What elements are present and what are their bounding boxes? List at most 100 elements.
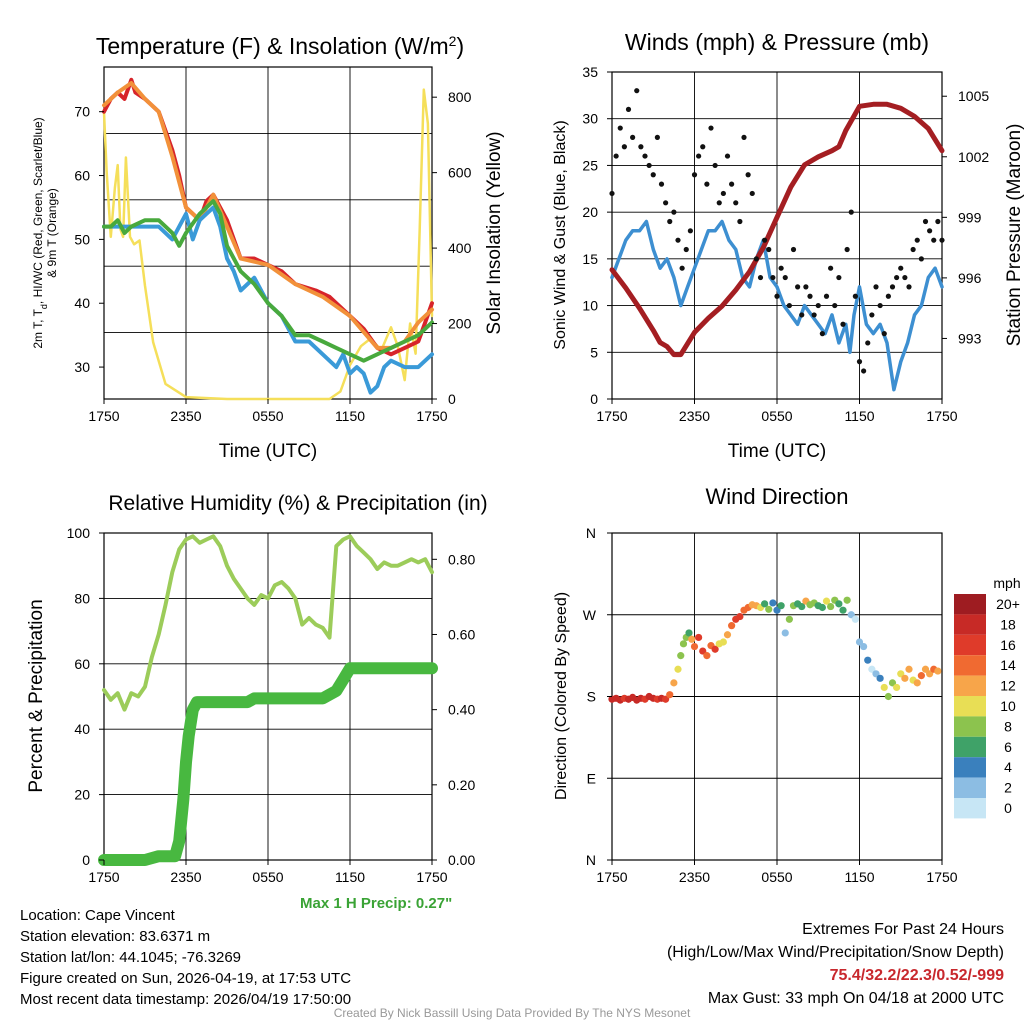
gust-point xyxy=(902,274,908,281)
gust-point xyxy=(749,190,755,197)
gust-point xyxy=(910,246,916,253)
wind-plot-grid xyxy=(611,71,943,400)
legend-label: 4 xyxy=(1004,759,1012,775)
gust-point xyxy=(782,274,788,281)
rh-y-tick-label: 80 xyxy=(74,590,90,606)
legend-title: mph xyxy=(993,575,1020,591)
gust-point xyxy=(667,218,673,225)
gust-point xyxy=(762,237,768,243)
gust-point xyxy=(613,153,619,159)
gust-point xyxy=(638,144,644,150)
gust-point xyxy=(819,331,825,337)
wind-chart-title: Winds (mph) & Pressure (mb) xyxy=(625,29,929,55)
dir-y-tick-label: W xyxy=(583,607,597,623)
rh-series-humidity xyxy=(102,534,434,712)
legend-swatch xyxy=(954,634,986,656)
direction-point xyxy=(798,602,806,611)
direction-point xyxy=(723,631,732,639)
temp-x-tick-label: 1150 xyxy=(335,408,365,424)
wind-x-tick-label: 1150 xyxy=(844,408,874,424)
wind-y-tick-label: 0 xyxy=(590,391,598,407)
gust-point xyxy=(617,125,623,131)
gust-point xyxy=(856,359,863,365)
temp-chart-title: Temperature (F) & Insolation (W/m2) xyxy=(96,33,464,59)
legend-swatch xyxy=(954,696,986,717)
wind-y2-tick-label: 1005 xyxy=(958,88,989,104)
gust-point xyxy=(757,274,764,281)
gust-point xyxy=(733,200,739,206)
gust-point xyxy=(786,302,792,309)
legend-label: 0 xyxy=(1004,800,1012,816)
gust-point xyxy=(716,200,722,206)
temp-x-axis-label: Time (UTC) xyxy=(219,441,318,462)
gust-point xyxy=(807,293,813,299)
legend-label: 14 xyxy=(1000,657,1016,673)
direction-point xyxy=(876,674,884,682)
temp-y2-tick-label: 800 xyxy=(448,89,472,105)
temp-x-tick-label: 2350 xyxy=(170,408,201,424)
legend-label: 8 xyxy=(1004,718,1012,734)
gust-point xyxy=(881,331,887,337)
rh-series-precip xyxy=(98,662,438,866)
extremes-values: 75.4/32.2/22.3/0.52/-999 xyxy=(829,967,1004,984)
dir-x-tick-label: 1150 xyxy=(844,869,874,885)
gust-point xyxy=(696,153,702,159)
direction-point xyxy=(711,645,719,653)
legend-swatch xyxy=(954,777,986,798)
direction-point xyxy=(690,642,699,651)
speed-legend xyxy=(954,594,986,819)
direction-point xyxy=(860,642,868,651)
station-info: Location: Cape Vincent Station elevation… xyxy=(20,905,351,1010)
gust-point xyxy=(898,265,904,271)
legend-swatch xyxy=(954,675,986,696)
gust-point xyxy=(630,134,636,140)
direction-point xyxy=(839,606,847,614)
direction-point xyxy=(769,599,777,607)
gust-point xyxy=(708,125,714,131)
legend-swatch xyxy=(954,614,986,635)
gust-point xyxy=(852,293,858,299)
gust-point xyxy=(790,246,797,253)
gust-point xyxy=(885,293,891,299)
gust-point xyxy=(650,172,656,178)
gust-point xyxy=(683,246,689,253)
gust-point xyxy=(753,256,759,262)
direction-point xyxy=(736,612,744,621)
direction-point xyxy=(728,622,736,630)
gust-point xyxy=(621,144,627,150)
temp-y-axis-label-2: & 9m T (Orange) xyxy=(45,188,59,278)
gust-point xyxy=(729,181,735,187)
gust-point xyxy=(741,134,747,140)
gust-point xyxy=(935,218,941,225)
wind-y-tick-label: 15 xyxy=(582,251,598,267)
gust-point xyxy=(766,246,772,253)
max-gust-text: Max Gust: 33 mph On 04/18 at 2000 UTC xyxy=(707,990,1004,1007)
gust-point xyxy=(778,265,784,271)
gust-point xyxy=(712,162,718,169)
gust-point xyxy=(836,274,842,281)
direction-point xyxy=(688,635,696,643)
direction-point xyxy=(695,633,703,642)
direction-point xyxy=(901,674,909,682)
wind-series-sonic xyxy=(610,219,944,392)
gust-point xyxy=(861,368,867,374)
gust-point xyxy=(691,172,698,178)
rh-x-tick-label: 1150 xyxy=(335,869,365,885)
legend-swatch xyxy=(954,736,986,758)
wind-y-tick-label: 10 xyxy=(582,298,598,314)
gust-point xyxy=(770,274,776,281)
direction-point xyxy=(851,615,859,623)
direction-point xyxy=(685,629,693,637)
direction-point xyxy=(822,597,831,605)
gust-point xyxy=(832,302,838,309)
gust-point xyxy=(634,88,640,94)
gust-point xyxy=(658,181,665,187)
legend-swatch xyxy=(954,594,986,615)
dir-x-tick-label: 0550 xyxy=(761,869,792,885)
rh-x-tick-label: 2350 xyxy=(170,869,201,885)
legend-label: 10 xyxy=(1000,698,1016,714)
ylabel-subscript: d xyxy=(39,304,49,309)
dir-chart-title: Wind Direction xyxy=(705,484,848,509)
rh-y-tick-label: 40 xyxy=(74,721,90,737)
gust-point xyxy=(865,340,871,346)
